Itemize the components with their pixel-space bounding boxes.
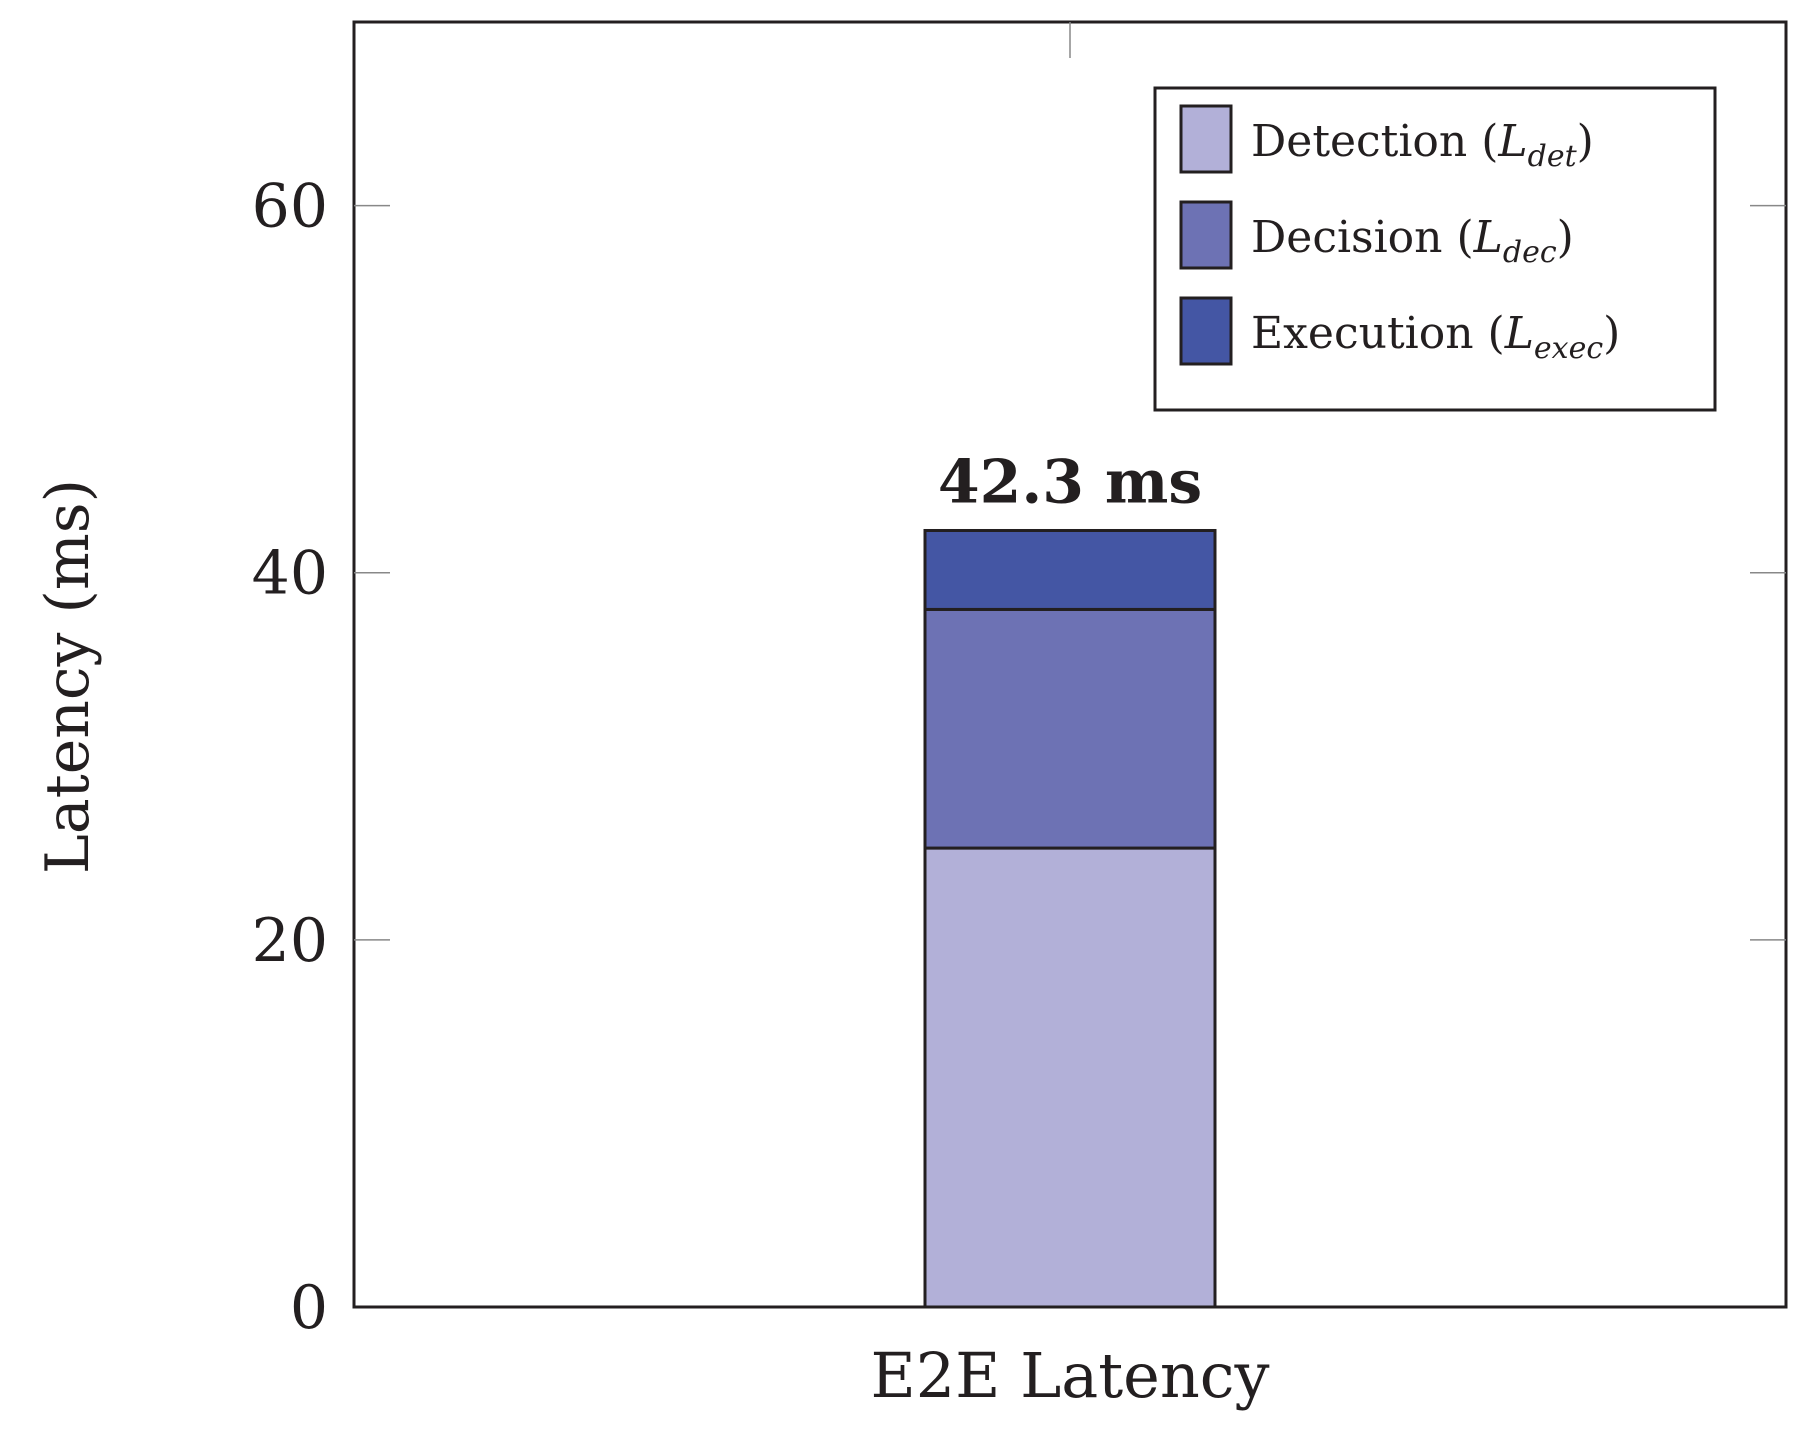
- y-tick-labels: 0 20 40 60: [252, 172, 328, 1343]
- legend: Detection (Ldet) Decision (Ldec) Execution…: [1153, 86, 1717, 412]
- bar-segment-detection: [923, 846, 1217, 1309]
- y-axis-title: Latency (ms): [33, 479, 103, 874]
- legend-label: Execution (Lexec): [1251, 308, 1620, 366]
- legend-label: Decision (Ldec): [1251, 212, 1574, 270]
- bar-total-label: 42.3 ms: [938, 447, 1202, 517]
- legend-swatch: [1179, 104, 1233, 174]
- bar-segment-execution: [923, 528, 1217, 611]
- y-tick-label: 40: [252, 539, 328, 609]
- bar-stack: [923, 528, 1217, 1309]
- legend-swatch: [1179, 200, 1233, 270]
- x-category-label: E2E Latency: [870, 1339, 1269, 1412]
- legend-label: Detection (Ldet): [1251, 116, 1594, 174]
- legend-box: [1153, 86, 1717, 412]
- y-tick-label: 20: [252, 906, 328, 976]
- legend-swatch: [1179, 296, 1233, 366]
- y-tick-label: 60: [252, 172, 328, 242]
- y-tick-label: 0: [290, 1273, 328, 1343]
- axis-ticks: [354, 22, 1786, 941]
- bar-segment-decision: [923, 607, 1217, 850]
